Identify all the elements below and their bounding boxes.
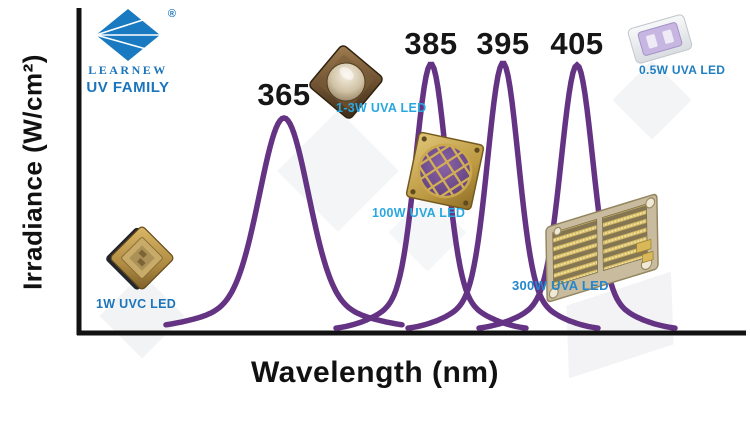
brand-subtitle: UV FAMILY — [86, 79, 170, 96]
peak-label-405: 405 — [550, 26, 604, 61]
product-image-uva-0-5w — [627, 14, 693, 64]
peak-label-385: 385 — [404, 26, 458, 61]
peak-label-395: 395 — [476, 26, 530, 61]
product-label-uva-100w: 100W UVA LED — [372, 206, 466, 220]
product-label-uva-0-5w: 0.5W UVA LED — [639, 63, 726, 77]
product-image-uvc-1w — [106, 226, 174, 290]
product-label-uva-300w: 300W UVA LED — [512, 278, 609, 293]
brand-logo: ® LEARNEW UV FAMILY — [86, 8, 176, 96]
product-label-uva-1-3w: 1-3W UVA LED — [336, 101, 427, 115]
registered-mark: ® — [167, 8, 176, 20]
product-image-uva-1-3w — [309, 45, 383, 119]
spectrum-curve-395 — [405, 60, 601, 331]
y-axis-label: Irradiance (W/cm²) — [17, 54, 48, 290]
x-axis-label: Wavelength (nm) — [250, 356, 500, 389]
spectrum-curve-365 — [163, 115, 405, 328]
logo-diamond-icon — [95, 9, 160, 61]
product-image-uva-100w — [405, 131, 485, 211]
brand-name: LEARNEW — [88, 63, 168, 77]
product-label-uvc-1w: 1W UVC LED — [96, 297, 177, 311]
peak-label-365: 365 — [257, 77, 311, 112]
product-image-uva-300w — [545, 193, 659, 303]
spectrum-curve-385 — [333, 61, 529, 331]
spectrum-curve-405 — [476, 61, 678, 331]
